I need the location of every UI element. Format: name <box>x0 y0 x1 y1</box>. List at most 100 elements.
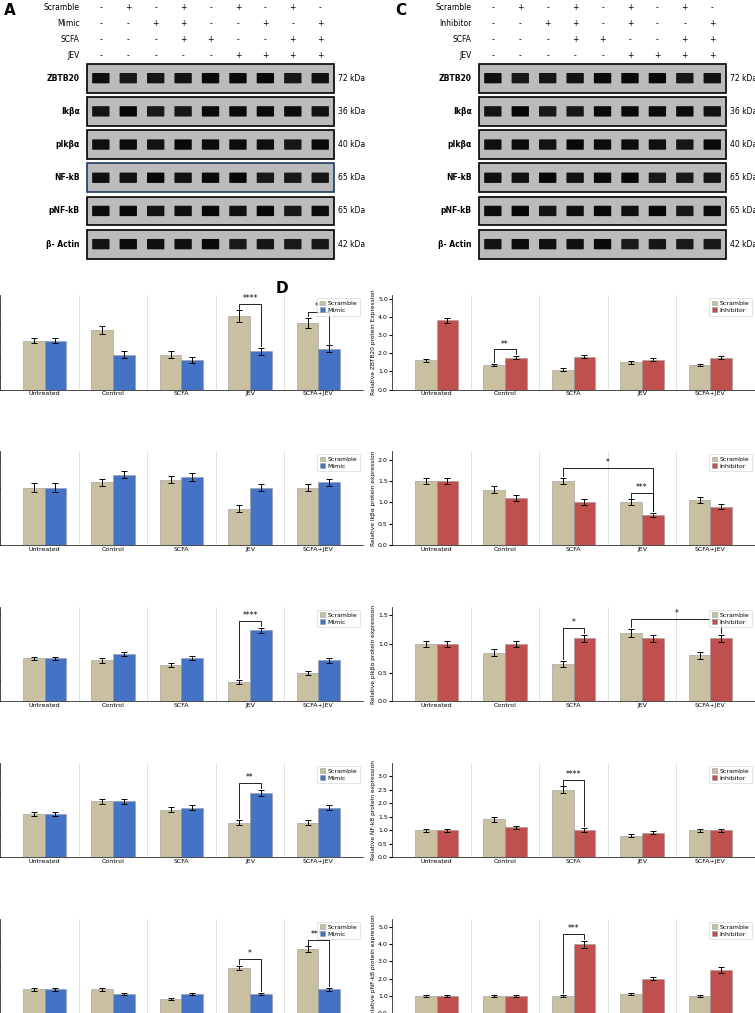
Text: *: * <box>248 949 252 958</box>
Text: 72 kDa: 72 kDa <box>729 74 755 83</box>
Bar <box>159 480 181 566</box>
Bar <box>436 996 458 1013</box>
FancyBboxPatch shape <box>87 163 334 192</box>
Text: -: - <box>209 52 212 60</box>
Text: -: - <box>547 35 549 45</box>
Bar <box>319 990 341 1013</box>
FancyBboxPatch shape <box>202 73 219 83</box>
FancyBboxPatch shape <box>594 106 612 116</box>
FancyBboxPatch shape <box>566 239 584 249</box>
Bar <box>45 487 66 566</box>
Bar <box>319 807 341 857</box>
Text: +: + <box>235 3 241 12</box>
Bar <box>91 990 113 1013</box>
FancyBboxPatch shape <box>284 172 301 183</box>
Text: -: - <box>100 19 102 28</box>
Bar <box>483 996 505 1013</box>
FancyBboxPatch shape <box>479 64 726 92</box>
Bar <box>436 481 458 545</box>
Bar <box>250 630 272 701</box>
FancyBboxPatch shape <box>539 73 556 83</box>
FancyBboxPatch shape <box>479 197 726 225</box>
FancyBboxPatch shape <box>202 239 219 249</box>
Text: pIkβα: pIkβα <box>448 140 472 149</box>
Bar <box>642 638 664 701</box>
FancyBboxPatch shape <box>621 206 639 216</box>
FancyBboxPatch shape <box>704 172 721 183</box>
FancyBboxPatch shape <box>92 140 109 150</box>
FancyBboxPatch shape <box>649 140 666 150</box>
Bar <box>319 348 341 410</box>
FancyBboxPatch shape <box>704 140 721 150</box>
Legend: Scramble, Inhibitor: Scramble, Inhibitor <box>709 454 752 471</box>
FancyBboxPatch shape <box>92 239 109 249</box>
FancyBboxPatch shape <box>92 206 109 216</box>
FancyBboxPatch shape <box>284 239 301 249</box>
FancyBboxPatch shape <box>202 172 219 183</box>
Text: +: + <box>682 35 688 45</box>
Text: NF-kB: NF-kB <box>446 173 472 182</box>
FancyBboxPatch shape <box>512 140 529 150</box>
FancyBboxPatch shape <box>594 73 612 83</box>
Bar <box>574 944 596 1013</box>
FancyBboxPatch shape <box>312 172 329 183</box>
Y-axis label: Relative Ikβα protein expression: Relative Ikβα protein expression <box>371 451 376 546</box>
Text: *: * <box>606 458 610 467</box>
Text: +: + <box>317 19 323 28</box>
Text: -: - <box>154 52 157 60</box>
Text: -: - <box>519 52 522 60</box>
Text: pIkβα: pIkβα <box>56 140 80 149</box>
Bar <box>159 355 181 410</box>
Text: +: + <box>655 52 661 60</box>
FancyBboxPatch shape <box>257 106 274 116</box>
Legend: Scramble, Inhibitor: Scramble, Inhibitor <box>709 766 752 783</box>
Bar <box>552 790 574 857</box>
Text: 40 kDa: 40 kDa <box>337 140 365 149</box>
Text: -: - <box>519 35 522 45</box>
FancyBboxPatch shape <box>174 239 192 249</box>
Bar <box>181 658 203 701</box>
Text: -: - <box>547 52 549 60</box>
Text: Mimic: Mimic <box>57 19 80 28</box>
FancyBboxPatch shape <box>594 140 612 150</box>
Text: +: + <box>627 19 633 28</box>
Bar <box>181 994 203 1013</box>
Text: ***: *** <box>568 924 579 933</box>
Text: +: + <box>180 3 186 12</box>
FancyBboxPatch shape <box>649 106 666 116</box>
FancyBboxPatch shape <box>87 130 334 159</box>
Bar <box>297 949 319 1013</box>
FancyBboxPatch shape <box>676 73 694 83</box>
FancyBboxPatch shape <box>92 106 109 116</box>
FancyBboxPatch shape <box>312 73 329 83</box>
FancyBboxPatch shape <box>174 172 192 183</box>
FancyBboxPatch shape <box>566 140 584 150</box>
FancyBboxPatch shape <box>119 140 137 150</box>
FancyBboxPatch shape <box>594 239 612 249</box>
Bar <box>710 638 732 701</box>
FancyBboxPatch shape <box>484 140 501 150</box>
Bar <box>505 644 527 701</box>
FancyBboxPatch shape <box>174 140 192 150</box>
Bar <box>23 990 45 1013</box>
FancyBboxPatch shape <box>704 239 721 249</box>
FancyBboxPatch shape <box>676 239 694 249</box>
Bar <box>228 509 250 566</box>
Bar <box>45 990 66 1013</box>
FancyBboxPatch shape <box>479 97 726 126</box>
Text: +: + <box>125 3 131 12</box>
FancyBboxPatch shape <box>312 206 329 216</box>
Legend: Scramble, Inhibitor: Scramble, Inhibitor <box>709 298 752 315</box>
FancyBboxPatch shape <box>174 106 192 116</box>
FancyBboxPatch shape <box>202 106 219 116</box>
Bar <box>250 994 272 1013</box>
Text: -: - <box>629 35 631 45</box>
FancyBboxPatch shape <box>479 130 726 159</box>
Bar <box>45 340 66 410</box>
Text: -: - <box>264 35 267 45</box>
FancyBboxPatch shape <box>202 140 219 150</box>
Bar <box>574 638 596 701</box>
FancyBboxPatch shape <box>649 73 666 83</box>
Text: 72 kDa: 72 kDa <box>337 74 365 83</box>
FancyBboxPatch shape <box>147 239 165 249</box>
